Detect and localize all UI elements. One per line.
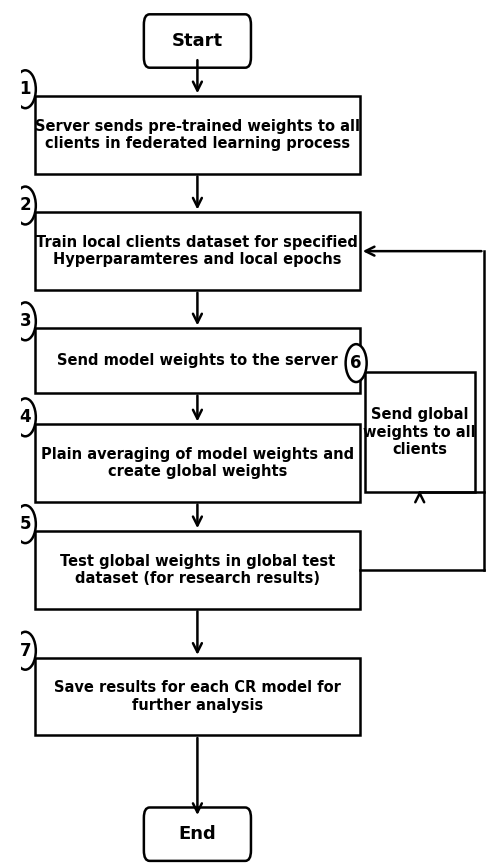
Text: 5: 5 <box>20 515 31 533</box>
Text: Send model weights to the server: Send model weights to the server <box>57 353 338 368</box>
Circle shape <box>15 187 36 225</box>
Bar <box>364 372 474 492</box>
Text: Plain averaging of model weights and
create global weights: Plain averaging of model weights and cre… <box>41 447 354 480</box>
FancyBboxPatch shape <box>144 15 251 67</box>
Circle shape <box>15 302 36 340</box>
Bar <box>35 213 360 290</box>
Circle shape <box>15 398 36 436</box>
Circle shape <box>346 344 366 382</box>
Text: 4: 4 <box>20 409 31 426</box>
Bar <box>35 328 360 393</box>
Circle shape <box>15 70 36 108</box>
Circle shape <box>15 505 36 543</box>
FancyBboxPatch shape <box>144 808 251 861</box>
Bar <box>35 424 360 502</box>
Text: Start: Start <box>172 32 223 50</box>
Text: Test global weights in global test
dataset (for research results): Test global weights in global test datas… <box>60 554 335 586</box>
Bar <box>35 96 360 174</box>
Bar <box>35 658 360 735</box>
Text: 6: 6 <box>350 354 362 372</box>
Text: Server sends pre-trained weights to all
clients in federated learning process: Server sends pre-trained weights to all … <box>35 118 360 151</box>
Text: 2: 2 <box>20 196 31 214</box>
Text: Send global
weights to all
clients: Send global weights to all clients <box>364 407 476 457</box>
Text: 1: 1 <box>20 80 31 98</box>
Bar <box>35 531 360 608</box>
Text: 3: 3 <box>20 312 31 330</box>
Text: Train local clients dataset for specified
Hyperparamteres and local epochs: Train local clients dataset for specifie… <box>36 235 358 267</box>
Text: End: End <box>178 825 216 843</box>
Text: Save results for each CR model for
further analysis: Save results for each CR model for furth… <box>54 680 341 713</box>
Circle shape <box>15 632 36 670</box>
Text: 7: 7 <box>20 642 31 660</box>
